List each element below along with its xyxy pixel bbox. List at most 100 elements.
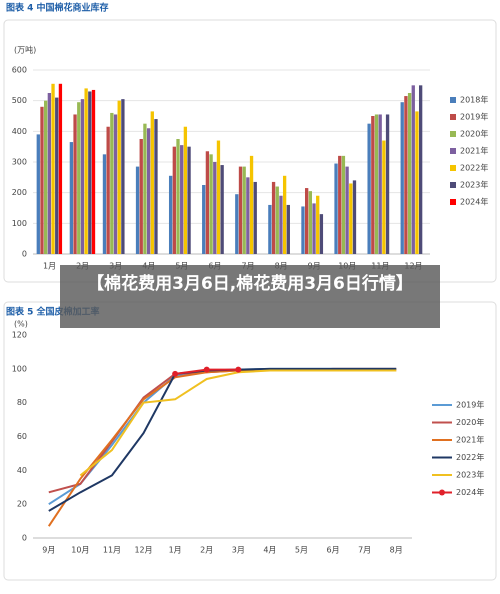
bar <box>415 111 419 255</box>
bar <box>367 123 371 255</box>
bar <box>154 119 158 254</box>
bar <box>150 111 154 255</box>
x-tick-label: 9月 <box>42 546 55 555</box>
y-axis-label: (%) <box>14 320 28 329</box>
bar <box>308 191 312 254</box>
bar <box>135 166 140 254</box>
y-tick-label: 120 <box>12 331 27 340</box>
bar <box>180 145 184 254</box>
bar <box>172 146 176 254</box>
legend-swatch <box>450 114 456 120</box>
bar <box>36 134 40 254</box>
bar <box>113 114 118 254</box>
bar <box>51 83 55 254</box>
bar <box>216 140 221 254</box>
y-tick-label: 500 <box>12 96 27 105</box>
chart-title: 图表 4 中国棉花商业库存 <box>6 2 109 14</box>
bar <box>168 175 173 254</box>
bar <box>282 175 287 254</box>
bar <box>117 100 121 255</box>
x-tick-label: 2月 <box>200 546 213 555</box>
bar <box>407 93 412 254</box>
y-tick-label: 300 <box>12 158 27 167</box>
bar <box>352 180 357 254</box>
y-tick-label: 600 <box>12 66 27 75</box>
bar <box>205 151 210 254</box>
bar <box>374 114 379 254</box>
bar <box>249 155 254 254</box>
marker <box>172 370 179 377</box>
y-axis-label: (万吨) <box>14 45 36 55</box>
legend-label: 2022年 <box>460 163 488 173</box>
legend-swatch <box>450 97 456 103</box>
bar <box>268 204 272 254</box>
y-tick-label: 80 <box>17 398 27 407</box>
bar <box>238 166 243 254</box>
bar <box>316 195 320 254</box>
bar <box>312 203 316 254</box>
bar <box>121 99 125 254</box>
x-tick-label: 7月 <box>358 546 371 555</box>
legend-marker <box>439 489 445 496</box>
bar <box>271 181 276 254</box>
bar <box>58 83 63 254</box>
bar <box>382 140 386 254</box>
bar <box>176 139 180 254</box>
x-tick-label: 1月 <box>43 262 56 271</box>
bar <box>77 102 81 254</box>
bar <box>371 116 375 254</box>
legend-swatch <box>450 165 456 171</box>
bar <box>187 146 191 254</box>
bar <box>334 163 338 254</box>
bar <box>242 166 246 254</box>
legend-label: 2019年 <box>456 400 484 410</box>
bar <box>69 142 74 254</box>
y-tick-label: 100 <box>12 364 27 373</box>
y-tick-label: 60 <box>17 432 27 441</box>
legend-label: 2021年 <box>460 146 488 156</box>
bar <box>275 186 279 254</box>
bar <box>400 102 404 254</box>
marker <box>203 366 210 373</box>
bar <box>338 155 342 254</box>
legend-swatch <box>450 199 456 205</box>
legend-label: 2021年 <box>456 435 484 445</box>
bar <box>40 106 44 254</box>
bar <box>345 166 349 254</box>
bar <box>411 85 415 254</box>
x-tick-label: 6月 <box>326 546 339 555</box>
bar <box>88 91 92 254</box>
bar <box>91 89 96 254</box>
legend-swatch <box>450 182 456 188</box>
bar <box>106 126 110 254</box>
bar <box>349 183 353 254</box>
legend-label: 2019年 <box>460 112 488 122</box>
legend-label: 2022年 <box>456 452 484 462</box>
bar <box>110 112 114 254</box>
bar <box>102 154 107 254</box>
bar <box>304 188 309 254</box>
banner: 【棉花费用3月6日,棉花费用3月6日行情】 <box>60 265 440 328</box>
legend-label: 2018年 <box>460 95 488 105</box>
y-tick-label: 0 <box>22 250 27 259</box>
marker <box>235 366 242 373</box>
y-tick-label: 0 <box>22 534 27 543</box>
bar <box>286 204 290 254</box>
bar <box>84 88 88 255</box>
bar <box>301 206 305 254</box>
legend-label: 2020年 <box>456 417 484 427</box>
bar <box>183 126 188 254</box>
bar <box>341 155 346 254</box>
bar <box>319 214 324 254</box>
bar <box>220 165 224 254</box>
bar <box>73 114 77 254</box>
x-tick-label: 10月 <box>71 546 89 555</box>
legend-label: 2023年 <box>456 470 484 480</box>
x-tick-label: 3月 <box>232 546 245 555</box>
y-tick-label: 400 <box>12 127 27 136</box>
bar <box>235 194 239 254</box>
legend-label: 2024年 <box>456 487 484 497</box>
bar <box>378 114 382 254</box>
